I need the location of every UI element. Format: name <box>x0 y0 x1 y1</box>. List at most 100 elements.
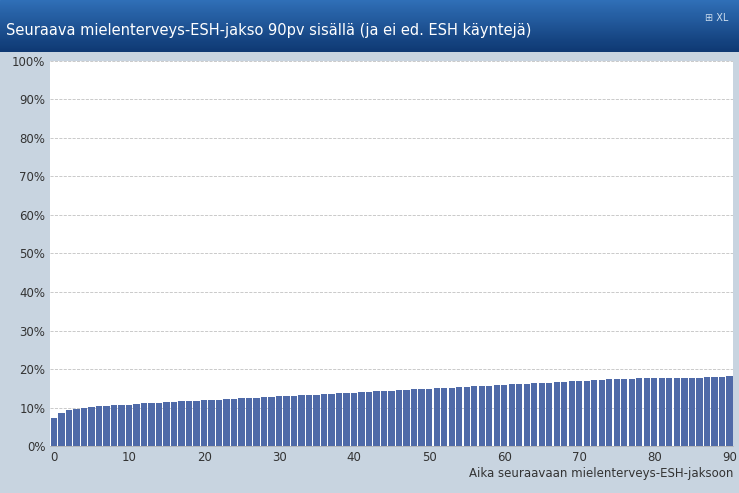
Bar <box>0 41 739 42</box>
Bar <box>366 392 372 446</box>
Bar <box>486 386 492 446</box>
Bar <box>494 385 500 446</box>
Bar <box>0 42 739 43</box>
Bar <box>568 382 575 446</box>
Bar <box>194 401 200 446</box>
Bar <box>276 396 282 446</box>
Bar <box>501 385 508 446</box>
Bar <box>268 397 275 446</box>
Bar <box>666 378 672 446</box>
Bar <box>0 11 739 12</box>
Bar <box>471 387 477 446</box>
Bar <box>434 388 440 446</box>
Bar <box>81 408 87 446</box>
Bar <box>156 403 163 446</box>
Bar <box>516 384 522 446</box>
Text: Aika seuraavaan mielenterveys-ESH-jaksoon: Aika seuraavaan mielenterveys-ESH-jaksoo… <box>469 467 733 480</box>
Bar <box>613 379 620 446</box>
Bar <box>216 399 222 446</box>
Bar <box>644 378 650 446</box>
Bar <box>0 33 739 34</box>
Bar <box>681 378 687 446</box>
Bar <box>321 394 327 446</box>
Bar <box>0 14 739 15</box>
Bar <box>328 394 335 446</box>
Bar <box>0 22 739 23</box>
Bar <box>463 387 470 446</box>
Bar <box>208 400 215 446</box>
Bar <box>0 36 739 37</box>
Bar <box>0 27 739 28</box>
Bar <box>0 21 739 22</box>
Bar <box>418 389 425 446</box>
Bar <box>186 401 192 446</box>
Bar <box>651 378 658 446</box>
Bar <box>479 386 485 446</box>
Bar <box>403 390 410 446</box>
Bar <box>0 24 739 25</box>
Bar <box>0 50 739 51</box>
Bar <box>0 18 739 19</box>
Bar <box>0 17 739 18</box>
Bar <box>284 396 290 446</box>
Bar <box>0 19 739 20</box>
Bar <box>508 385 515 446</box>
Bar <box>561 382 568 446</box>
Bar <box>111 405 118 446</box>
Bar <box>231 399 237 446</box>
Bar <box>0 9 739 10</box>
Bar <box>696 378 703 446</box>
Bar <box>621 379 627 446</box>
Bar <box>171 402 177 446</box>
Bar <box>103 406 109 446</box>
Bar <box>96 406 102 446</box>
Bar <box>0 0 739 1</box>
Bar <box>396 390 402 446</box>
Bar <box>149 403 154 446</box>
Bar <box>0 49 739 50</box>
Bar <box>0 43 739 44</box>
Bar <box>591 380 597 446</box>
Bar <box>381 391 387 446</box>
Bar <box>539 383 545 446</box>
Bar <box>0 47 739 48</box>
Bar <box>0 35 739 36</box>
Bar <box>246 398 252 446</box>
Bar <box>0 25 739 26</box>
Bar <box>726 376 732 446</box>
Bar <box>576 381 582 446</box>
Bar <box>554 382 560 446</box>
Bar <box>0 28 739 29</box>
Bar <box>584 381 590 446</box>
Bar <box>689 378 695 446</box>
Bar <box>456 387 463 446</box>
Bar <box>344 393 350 446</box>
Bar <box>163 402 170 446</box>
Bar <box>674 378 680 446</box>
Bar <box>658 378 665 446</box>
Bar <box>0 8 739 9</box>
Bar <box>0 26 739 27</box>
Bar <box>58 413 65 446</box>
Bar <box>0 5 739 6</box>
Bar <box>261 397 268 446</box>
Bar <box>0 20 739 21</box>
Bar <box>178 401 185 446</box>
Bar <box>73 409 80 446</box>
Bar <box>133 404 140 446</box>
Bar <box>718 377 725 446</box>
Bar <box>0 30 739 31</box>
Bar <box>426 388 432 446</box>
Bar <box>389 390 395 446</box>
Bar <box>291 396 297 446</box>
Bar <box>0 34 739 35</box>
Bar <box>0 44 739 45</box>
Bar <box>0 12 739 13</box>
Bar <box>253 397 260 446</box>
Bar <box>523 384 530 446</box>
Bar <box>711 377 718 446</box>
Bar <box>0 4 739 5</box>
Bar <box>0 15 739 17</box>
Bar <box>0 32 739 33</box>
Bar <box>0 23 739 24</box>
